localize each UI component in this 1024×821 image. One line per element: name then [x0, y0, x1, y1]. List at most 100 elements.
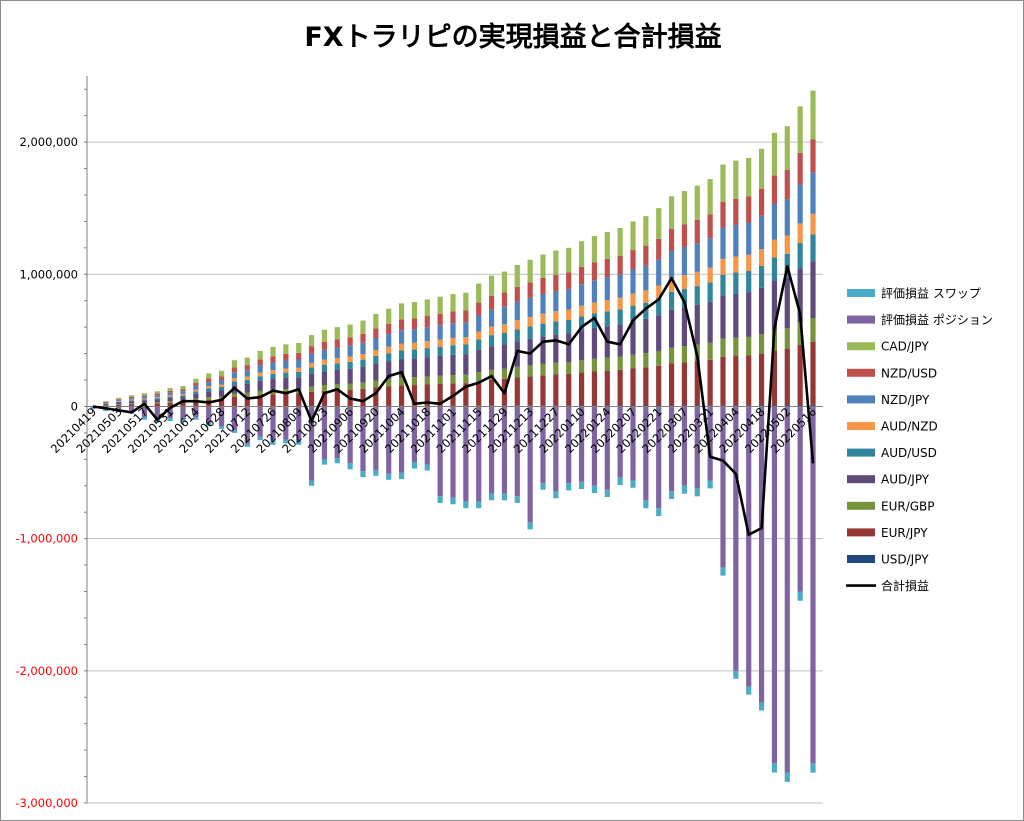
bar-segment [810, 234, 816, 262]
bar-segment [270, 370, 276, 375]
bar-segment [386, 361, 392, 380]
bar-segment [733, 337, 739, 357]
bar-segment [244, 357, 250, 366]
bar-segment [591, 358, 598, 372]
bar-segment [553, 291, 559, 312]
bar-segment [206, 423, 212, 427]
bar-segment [437, 339, 443, 347]
bar-segment [656, 238, 662, 260]
bar-segment [746, 196, 752, 223]
bar-segment [334, 339, 340, 348]
bar-segment [540, 336, 546, 364]
bar-segment [231, 372, 238, 379]
bar-segment [373, 356, 379, 364]
bar-segment [733, 405, 739, 407]
bar-segment [154, 397, 160, 399]
bar-segment [707, 238, 713, 268]
bar-segment [514, 320, 520, 330]
bar-segment [128, 396, 135, 399]
bar-segment [437, 496, 443, 503]
bar-segment [578, 316, 585, 331]
bar-segment [707, 342, 713, 360]
bar-segment [411, 349, 418, 359]
bar-segment [283, 368, 289, 373]
bar-segment [720, 227, 726, 259]
bar-segment [244, 443, 250, 447]
bar-segment [411, 302, 418, 319]
bar-segment [566, 289, 572, 310]
bar-segment [180, 419, 186, 423]
bar-segment [437, 375, 443, 384]
bar-segment [784, 406, 790, 773]
bar-segment [373, 313, 379, 329]
bar-segment [180, 385, 186, 390]
bar-segment [591, 485, 598, 494]
bar-segment [566, 373, 572, 406]
bar-segment [167, 396, 173, 398]
legend-label: AUD/NZD [881, 420, 938, 434]
bar-segment [296, 377, 302, 389]
bar-segment [720, 338, 726, 357]
bar-segment [154, 395, 160, 398]
bar-segment [668, 228, 675, 251]
bar-segment [424, 327, 430, 342]
bar-segment [296, 367, 302, 372]
bar-segment [116, 400, 122, 402]
bar-segment [771, 350, 778, 406]
bar-segment [566, 320, 572, 334]
bar-segment [566, 362, 572, 374]
bar-segment [360, 406, 366, 472]
legend-swatch [847, 448, 875, 457]
bar-segment [668, 405, 675, 407]
bar-segment [218, 390, 225, 397]
bar-segment [141, 417, 148, 420]
bar-segment [540, 375, 546, 406]
bar-segment [154, 402, 160, 404]
bar-segment [244, 365, 250, 371]
bar-segment [707, 405, 713, 407]
bar-segment [681, 362, 688, 406]
bar-segment [617, 274, 623, 298]
bar-segment [218, 384, 225, 388]
bar-segment [501, 292, 508, 307]
bar-segment [707, 406, 713, 481]
bar-segment [231, 367, 238, 373]
bar-segment [334, 363, 340, 370]
bar-segment [167, 406, 173, 419]
bar-segment [720, 406, 726, 568]
bar-segment [566, 272, 572, 290]
y-tick-label: 0 [71, 399, 78, 413]
bar-segment [424, 341, 430, 349]
bar-segment [411, 377, 418, 386]
bar-segment [270, 346, 276, 357]
bar-segment [771, 175, 778, 204]
bar-segment [720, 274, 726, 296]
bar-segment [604, 370, 610, 406]
bar-segment [257, 359, 263, 366]
bar-segment [707, 301, 713, 343]
bar-segment [386, 308, 392, 324]
bar-segment [257, 406, 263, 437]
bar-segment [707, 214, 713, 239]
bar-segment [784, 772, 790, 782]
bar-segment [103, 405, 109, 407]
bar-segment [488, 406, 495, 494]
bar-segment [244, 406, 250, 444]
bar-segment [218, 426, 225, 429]
bar-segment [578, 266, 585, 285]
bar-segment [668, 406, 675, 492]
bar-segment [257, 365, 263, 373]
bar-segment [128, 395, 135, 397]
bar-segment [694, 488, 700, 497]
bar-segment [116, 401, 122, 402]
legend-swatch [847, 422, 875, 430]
legend-label: NZD/JPY [881, 393, 930, 407]
bar-segment [180, 393, 186, 396]
bar-segment [437, 296, 443, 314]
bar-segment [514, 366, 520, 378]
bar-segment [501, 493, 508, 501]
bar-segment [733, 198, 739, 225]
bar-segment [206, 397, 212, 400]
